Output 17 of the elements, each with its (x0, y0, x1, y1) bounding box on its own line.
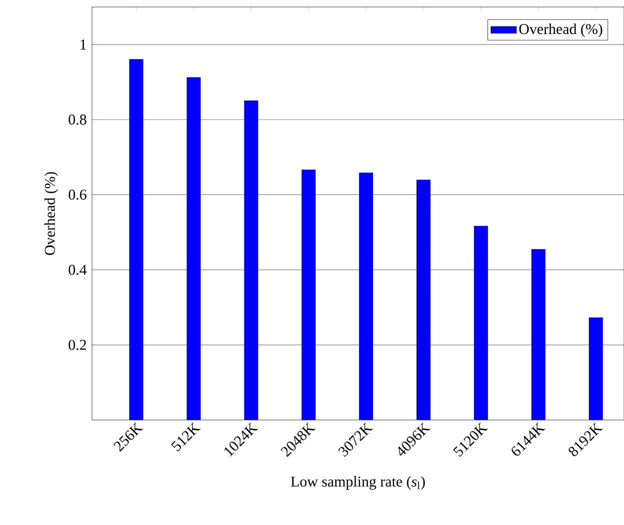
y-axis-title: Overhead (%) (44, 172, 58, 255)
y-tick-label: 0.2 (68, 340, 86, 350)
bar (588, 318, 603, 420)
bar (531, 249, 546, 420)
y-tick-label: 0.6 (68, 190, 86, 200)
bar (359, 172, 374, 420)
bar (416, 180, 430, 420)
legend-label: Overhead (%) (519, 24, 602, 38)
y-tick-label: 0.4 (68, 264, 87, 275)
bar (302, 170, 316, 420)
bar (474, 226, 488, 420)
bar (186, 77, 201, 420)
x-axis-title: Low sampling rate (s$_{l}$) (290, 476, 425, 490)
y-tick-label: 1 (80, 40, 86, 50)
y-tick-label: 0.8 (68, 114, 86, 125)
bar (244, 100, 258, 420)
bar (129, 59, 144, 420)
